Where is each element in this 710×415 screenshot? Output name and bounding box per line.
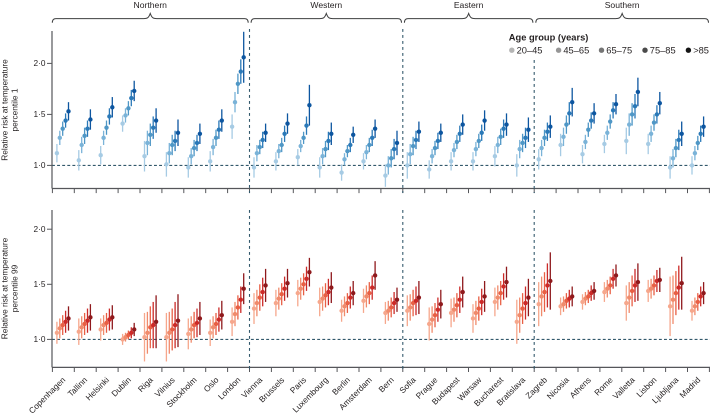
svg-text:1·5: 1·5: [34, 109, 46, 119]
svg-text:65–75: 65–75: [606, 45, 632, 55]
svg-text:Age group (years): Age group (years): [509, 33, 589, 43]
svg-text:>85: >85: [693, 45, 709, 55]
svg-text:Western: Western: [310, 0, 342, 10]
svg-text:Eastern: Eastern: [454, 0, 484, 10]
svg-text:2·0: 2·0: [34, 224, 46, 234]
svg-text:20–45: 20–45: [517, 45, 543, 55]
svg-text:Northern: Northern: [134, 0, 168, 10]
svg-text:45–65: 45–65: [563, 45, 589, 55]
svg-text:Southern: Southern: [605, 0, 640, 10]
svg-text:Relative risk at temperature: Relative risk at temperature: [0, 59, 10, 161]
svg-text:1·0: 1·0: [34, 160, 46, 170]
svg-text:Relative risk at temperature: Relative risk at temperature: [0, 237, 10, 339]
svg-text:1·5: 1·5: [34, 279, 46, 289]
svg-text:percentile 1: percentile 1: [10, 88, 20, 131]
svg-text:75–85: 75–85: [650, 45, 676, 55]
svg-text:percentile 99: percentile 99: [10, 264, 20, 312]
svg-text:2·0: 2·0: [34, 58, 46, 68]
svg-text:1·0: 1·0: [34, 334, 46, 344]
